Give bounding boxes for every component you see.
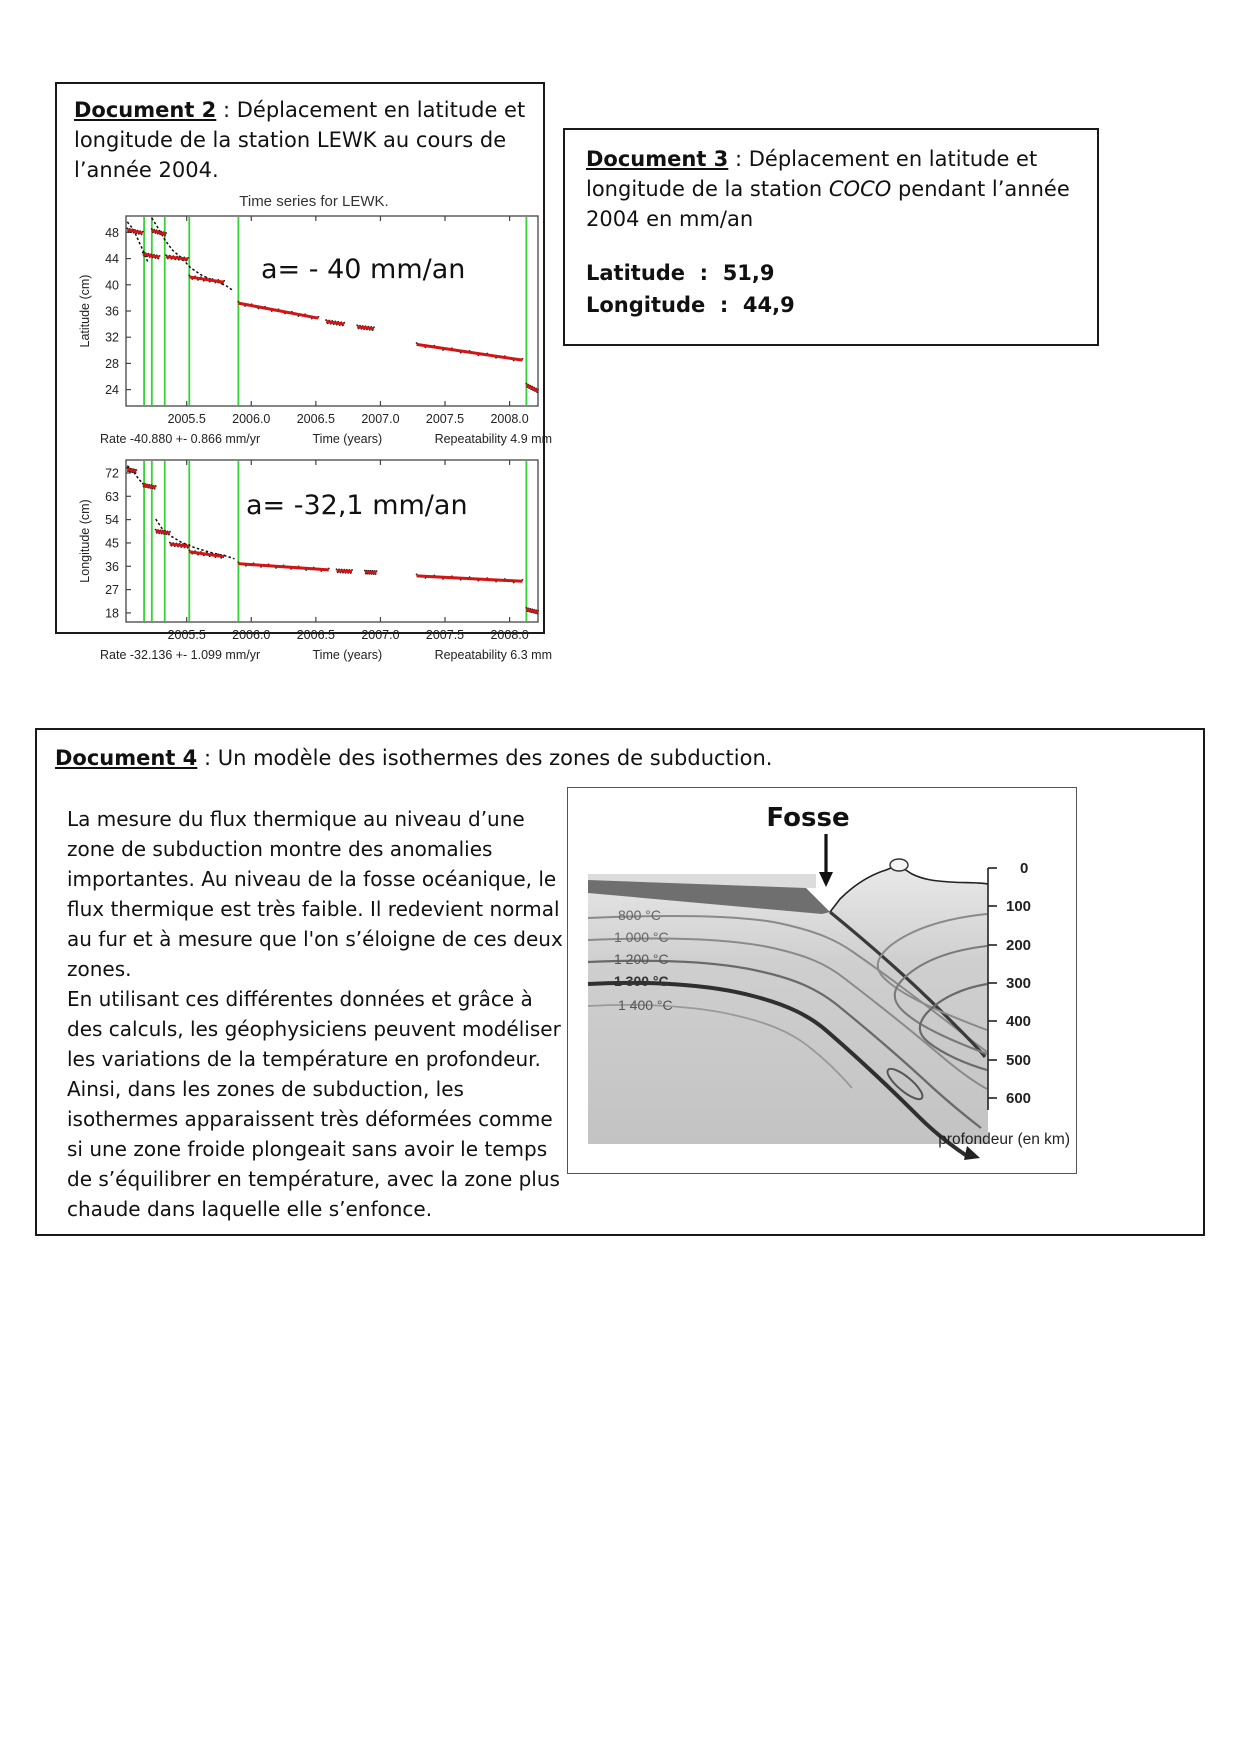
svg-text:2005.5: 2005.5 — [168, 412, 206, 426]
isotherm-1000-label: 1 000 °C — [614, 929, 669, 945]
volcano-vent-icon — [889, 858, 909, 872]
station-name: COCO — [828, 176, 892, 201]
isotherm-1000-curve — [587, 937, 988, 1090]
document2-title-label: Document 2 — [74, 98, 217, 122]
svg-text:2007.0: 2007.0 — [361, 412, 399, 426]
document4-box: Document 4 : Un modèle des isothermes de… — [35, 728, 1205, 1236]
latitude-xaxis-label: Time (years) — [312, 432, 383, 447]
wedge-isotherm-2 — [893, 944, 988, 1055]
svg-text:63: 63 — [105, 490, 119, 504]
longitude-repeatability-text: Repeatability 6.3 mm — [434, 648, 552, 663]
document3-title-text-1: : Déplacement en latitude et longitude d… — [586, 147, 1038, 201]
svg-text:18: 18 — [105, 607, 119, 621]
longitude-chart: 18 27 36 45 54 63 72 2005.5 2006.0 2006.5 2007.0 20… — [76, 454, 539, 650]
latitude-chart-footer: Rate -40.880 +- 0.866 mm/yr Time (years)… — [74, 432, 552, 446]
isotherm-1400-curve — [587, 1003, 853, 1089]
isotherm-800-label: 800 °C — [618, 907, 661, 923]
latitude-chart-svg: 24 28 32 36 40 44 48 2005.5 2006.0 2006.5 2007.0 20… — [78, 215, 539, 426]
longitude-chart-svg: 18 27 36 45 54 63 72 2005.5 2006.0 2006.5 2007.0 20… — [78, 459, 539, 642]
fosse-label: Fosse — [766, 803, 849, 833]
latitude-repeatability-text: Repeatability 4.9 mm — [434, 432, 552, 447]
svg-text:2006.0: 2006.0 — [232, 628, 270, 642]
svg-text:48: 48 — [105, 226, 119, 240]
svg-text:24: 24 — [105, 384, 119, 398]
slab-tip-arrow-icon — [964, 1146, 980, 1160]
isotherm-1300-curve — [587, 980, 969, 1158]
subduction-diagram-svg: Fosse 800 °C 1 000 °C 1 200 °C 1 300 °C … — [587, 803, 1070, 1160]
isotherm-1300-label: 1 300 °C — [614, 973, 669, 989]
document4-paragraph: La mesure du flux thermique au niveau d’… — [67, 804, 563, 1224]
svg-text:Longitude (cm): Longitude (cm) — [78, 500, 92, 583]
chart-title: Time series for LEWK. — [239, 193, 389, 211]
depth-label-300: 300 — [1006, 975, 1031, 992]
latitude-chart: 24 28 32 36 40 44 48 2005.5 2006.0 2006.5 2007.0 20… — [76, 210, 539, 434]
document3-box: Document 3 : Déplacement en latitude et … — [563, 128, 1099, 346]
isothermes-paragraph: En utilisant ces différentes données et … — [67, 987, 561, 1221]
document3-title-text-2: pendant l’année 2004 en mm/an — [586, 176, 1070, 231]
depth-label-600: 600 — [1006, 1090, 1031, 1107]
svg-text:2007.5: 2007.5 — [426, 628, 464, 642]
longitude-chart-footer: Rate -32.136 +- 1.099 mm/yr Time (years)… — [74, 648, 552, 662]
longitude-rate-annotation: a= -32,1 mm/an — [246, 490, 468, 522]
wedge-isotherm-1 — [876, 913, 988, 1031]
svg-text:2005.5: 2005.5 — [168, 628, 206, 642]
svg-text:2006.5: 2006.5 — [297, 628, 335, 642]
slab-top-boundary — [828, 910, 987, 1058]
coco-longitude-value: Longitude : 44,9 — [586, 292, 795, 317]
depth-label-100: 100 — [1006, 898, 1031, 915]
depth-axis-title: profondeur (en km) — [938, 1131, 1070, 1148]
flux-thermique-paragraph: La mesure du flux thermique au niveau d’… — [67, 807, 563, 981]
svg-text:2006.0: 2006.0 — [232, 412, 270, 426]
svg-text:2008.0: 2008.0 — [490, 628, 528, 642]
coco-coordinates: Latitude : 51,9 Longitude : 44,9 — [586, 258, 1076, 321]
svg-text:2007.5: 2007.5 — [426, 412, 464, 426]
svg-text:45: 45 — [105, 537, 119, 551]
oceanic-plate-band — [588, 880, 830, 914]
document2-box: Document 2 : Déplacement en latitude et … — [55, 82, 552, 662]
isotherm-1400-label: 1 400 °C — [618, 997, 673, 1013]
svg-text:Latitude (cm): Latitude (cm) — [78, 275, 92, 348]
isotherm-1200-curve — [587, 959, 982, 1129]
svg-text:44: 44 — [105, 253, 119, 267]
document3-title: Document 3 : Déplacement en latitude et … — [586, 145, 1076, 234]
svg-text:2006.5: 2006.5 — [297, 412, 335, 426]
svg-text:54: 54 — [105, 514, 119, 528]
svg-text:2007.0: 2007.0 — [361, 628, 399, 642]
document4-title: Document 4 : Un modèle des isothermes de… — [55, 744, 1185, 774]
svg-text:32: 32 — [105, 331, 119, 345]
depth-label-0: 0 — [1020, 860, 1028, 877]
document2-title: Document 2 : Déplacement en latitude et … — [74, 96, 526, 185]
svg-text:72: 72 — [105, 467, 119, 481]
depth-label-500: 500 — [1006, 1052, 1031, 1069]
depth-label-400: 400 — [1006, 1013, 1031, 1030]
isotherm-1200-label: 1 200 °C — [614, 951, 669, 967]
document3-title-label: Document 3 — [586, 147, 729, 171]
svg-text:2008.0: 2008.0 — [490, 412, 528, 426]
svg-text:40: 40 — [105, 279, 119, 293]
svg-text:36: 36 — [105, 305, 119, 319]
depth-label-200: 200 — [1006, 937, 1031, 954]
subduction-isotherm-figure: Fosse 800 °C 1 000 °C 1 200 °C 1 300 °C … — [567, 787, 1077, 1174]
document4-title-label: Document 4 — [55, 746, 198, 770]
fosse-arrowhead-icon — [819, 872, 833, 887]
wedge-isotherm-3 — [918, 982, 988, 1072]
document2-title-text: : Déplacement en latitude et longitude d… — [74, 98, 526, 182]
svg-text:36: 36 — [105, 560, 119, 574]
svg-text:28: 28 — [105, 357, 119, 371]
surface-line — [829, 864, 989, 913]
latitude-rate-text: Rate -40.880 +- 0.866 mm/yr — [100, 432, 261, 447]
longitude-rate-text: Rate -32.136 +- 1.099 mm/yr — [100, 648, 261, 663]
latitude-rate-annotation: a= - 40 mm/an — [261, 254, 466, 286]
slab-closed-isotherm-loop — [886, 1067, 924, 1101]
svg-text:27: 27 — [105, 584, 119, 598]
coco-latitude-value: Latitude : 51,9 — [586, 261, 775, 286]
longitude-xaxis-label: Time (years) — [312, 648, 383, 663]
document4-title-text: : Un modèle des isothermes des zones de … — [197, 746, 773, 770]
